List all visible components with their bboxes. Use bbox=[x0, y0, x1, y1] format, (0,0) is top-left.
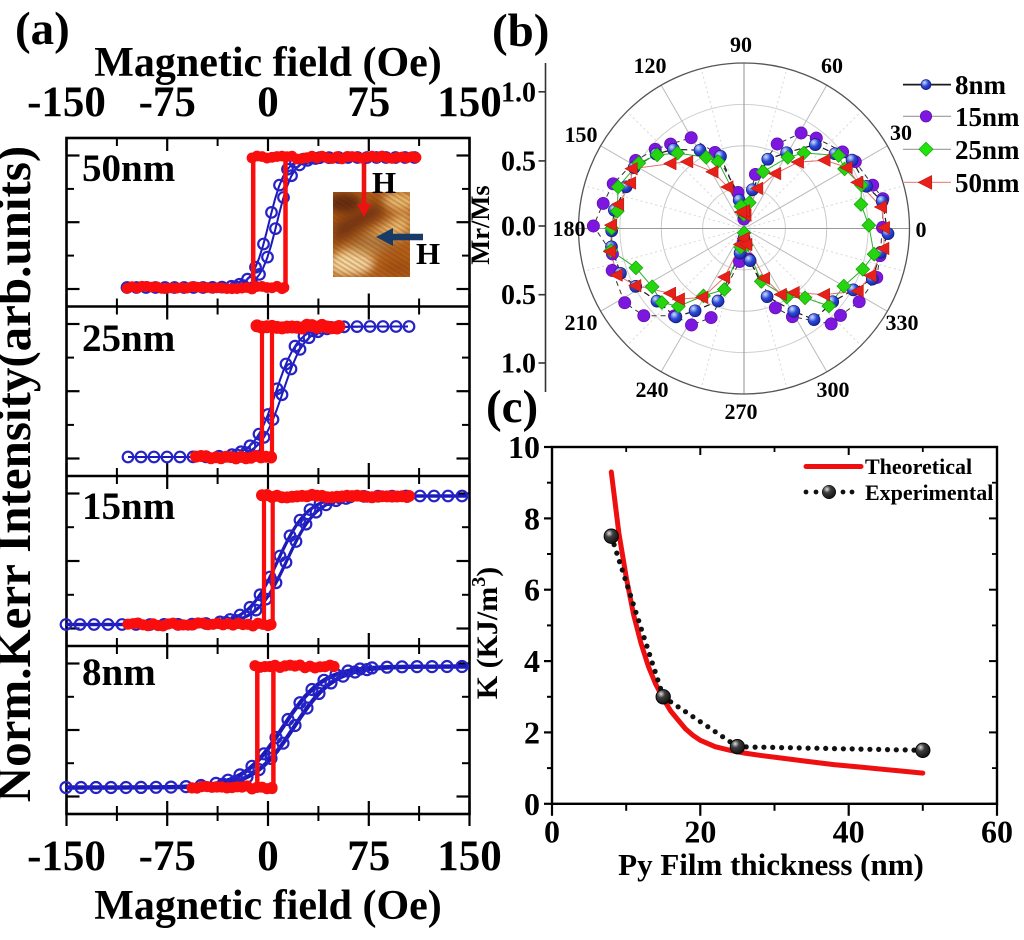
svg-text:0: 0 bbox=[544, 814, 560, 850]
svg-text:2: 2 bbox=[524, 714, 540, 750]
svg-text:60: 60 bbox=[821, 53, 843, 78]
svg-text:150: 150 bbox=[437, 79, 502, 126]
svg-text:0: 0 bbox=[916, 217, 927, 242]
svg-text:330: 330 bbox=[886, 310, 919, 335]
svg-text:Theoretical: Theoretical bbox=[865, 454, 972, 479]
svg-text:0: 0 bbox=[257, 79, 279, 126]
svg-text:180: 180 bbox=[553, 216, 586, 241]
svg-text:50nm: 50nm bbox=[82, 147, 175, 190]
svg-text:Magnetic field (Oe): Magnetic field (Oe) bbox=[94, 883, 442, 929]
svg-text:6: 6 bbox=[524, 572, 540, 608]
svg-text:-150: -150 bbox=[27, 833, 106, 880]
svg-text:25nm: 25nm bbox=[955, 135, 1020, 165]
svg-text:Experimental: Experimental bbox=[865, 480, 993, 505]
svg-text:8nm: 8nm bbox=[955, 70, 1007, 100]
svg-text:1.0: 1.0 bbox=[501, 77, 536, 108]
svg-text:-150: -150 bbox=[27, 79, 106, 126]
svg-text:30: 30 bbox=[890, 120, 912, 145]
svg-text:0.5: 0.5 bbox=[501, 146, 536, 177]
svg-text:75: 75 bbox=[347, 79, 390, 126]
svg-text:120: 120 bbox=[634, 53, 667, 78]
svg-text:50nm: 50nm bbox=[955, 168, 1020, 198]
svg-text:(c): (c) bbox=[486, 381, 538, 433]
svg-text:8: 8 bbox=[524, 500, 540, 536]
svg-text:-75: -75 bbox=[139, 833, 196, 880]
svg-text:4: 4 bbox=[524, 643, 540, 679]
svg-text:Mr/Ms: Mr/Ms bbox=[465, 185, 495, 264]
svg-text:75: 75 bbox=[347, 833, 390, 880]
svg-text:150: 150 bbox=[565, 122, 598, 147]
svg-text:20: 20 bbox=[684, 814, 716, 850]
svg-text:0: 0 bbox=[257, 833, 279, 880]
svg-text:-75: -75 bbox=[139, 79, 196, 126]
svg-text:Norm.Kerr Intensity(arb.units): Norm.Kerr Intensity(arb.units) bbox=[0, 146, 41, 802]
svg-text:60: 60 bbox=[981, 814, 1013, 850]
svg-text:0: 0 bbox=[524, 786, 540, 822]
svg-text:150: 150 bbox=[437, 833, 502, 880]
svg-text:H: H bbox=[372, 165, 396, 200]
svg-text:0.0: 0.0 bbox=[501, 212, 536, 243]
svg-text:210: 210 bbox=[565, 310, 598, 335]
svg-text:Py Film thickness (nm): Py Film thickness (nm) bbox=[618, 847, 924, 882]
svg-text:1.0: 1.0 bbox=[501, 349, 536, 380]
svg-text:40: 40 bbox=[833, 814, 865, 850]
svg-text:8nm: 8nm bbox=[82, 651, 156, 694]
svg-text:270: 270 bbox=[725, 399, 758, 424]
svg-text:K (KJ/m3): K (KJ/m3) bbox=[468, 567, 504, 700]
svg-text:15nm: 15nm bbox=[955, 102, 1020, 132]
svg-text:240: 240 bbox=[636, 377, 669, 402]
svg-text:25nm: 25nm bbox=[82, 317, 175, 360]
svg-text:Magnetic field (Oe): Magnetic field (Oe) bbox=[94, 40, 442, 86]
svg-text:(a): (a) bbox=[15, 3, 70, 55]
svg-text:0.5: 0.5 bbox=[501, 280, 536, 311]
svg-text:10: 10 bbox=[508, 429, 540, 465]
svg-text:300: 300 bbox=[817, 377, 850, 402]
svg-text:90: 90 bbox=[730, 32, 752, 57]
svg-text:H: H bbox=[416, 236, 440, 271]
svg-text:15nm: 15nm bbox=[82, 485, 175, 528]
svg-text:(b): (b) bbox=[492, 5, 549, 57]
